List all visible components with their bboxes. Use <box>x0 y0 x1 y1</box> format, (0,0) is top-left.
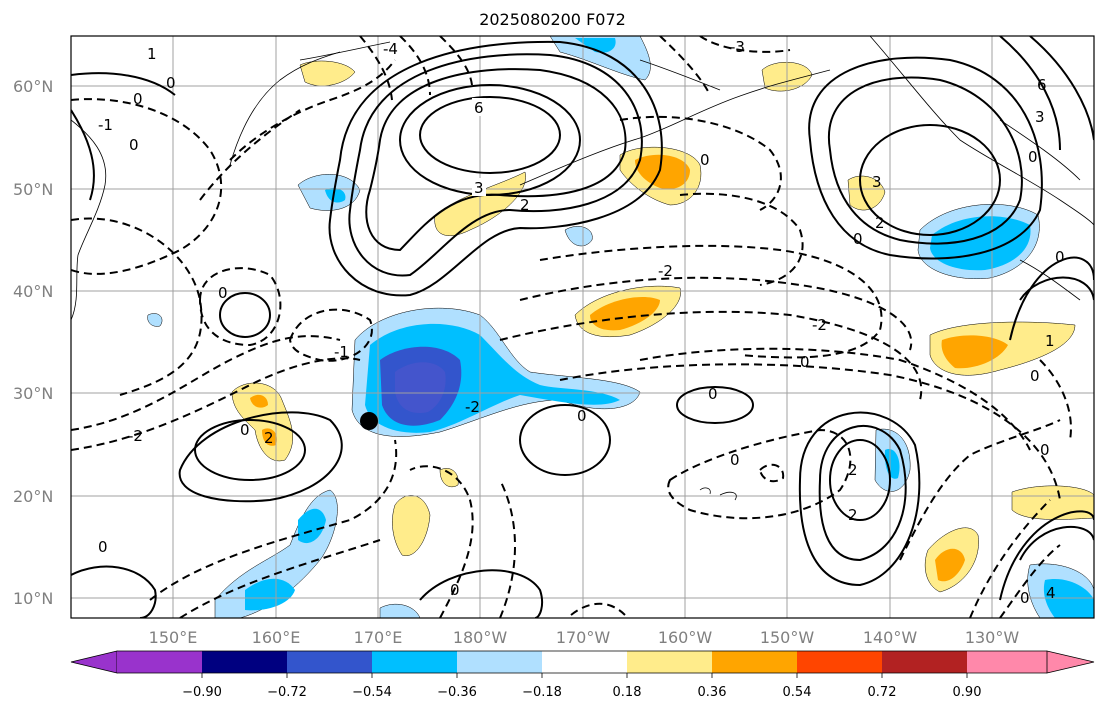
colorbar-segment <box>542 651 627 673</box>
gridlines <box>71 36 1094 618</box>
contour-labels: 6 3 1 0 0 -1 0 6 3 3 2 0 0 -2 -2 0 -1 0 … <box>98 38 1065 607</box>
lon-label: 150°E <box>149 628 198 647</box>
lon-label: 130°W <box>965 628 1020 647</box>
contour-label: -2 <box>812 316 827 334</box>
lat-label: 50°N <box>13 180 53 199</box>
contour-label: 0 <box>700 151 710 169</box>
contour-label: 2 <box>875 214 885 232</box>
anomaly-blue-north <box>549 36 651 81</box>
colorbar-segment <box>712 651 797 673</box>
colorbar-segment <box>967 651 1047 673</box>
contour-label: 3 <box>1035 108 1045 126</box>
contour-label: 6 <box>1037 76 1047 94</box>
lat-label: 10°N <box>13 589 53 608</box>
contour-label: -4 <box>383 40 398 58</box>
colorbar-tick: 0.72 <box>868 685 897 700</box>
colorbar-tick: −0.72 <box>267 685 307 700</box>
contour-label: 2 <box>848 506 858 524</box>
contour-label: 0 <box>708 385 718 403</box>
colorbar-tick: −0.90 <box>182 685 222 700</box>
contour-label: 0 <box>1030 367 1040 385</box>
lon-label: 170°E <box>354 628 403 647</box>
contour-label: 1 <box>1045 332 1055 350</box>
colorbar-segment <box>117 651 202 673</box>
colorbar-segment <box>457 651 542 673</box>
contour-label: -1 <box>334 343 349 361</box>
lat-label: 30°N <box>13 384 53 403</box>
lon-label: 150°W <box>760 628 815 647</box>
storm-position-marker <box>360 412 378 430</box>
contour-label: 2 <box>520 196 530 214</box>
contour-label: 0 <box>450 581 460 599</box>
contour-label: -2 <box>465 398 480 416</box>
contour-label: -1 <box>98 116 113 134</box>
longitude-labels: 150°E 160°E 170°E 180°W 170°W 160°W 150°… <box>149 628 1020 647</box>
map-layers <box>71 36 1094 618</box>
colorbar-tick: −0.18 <box>522 685 562 700</box>
dashed-contours <box>71 36 1072 618</box>
colorbar-tick: −0.54 <box>352 685 392 700</box>
colorbar-segment <box>287 651 372 673</box>
contour-label: -2 <box>658 262 673 280</box>
lat-label: 40°N <box>13 282 53 301</box>
contour-label: -3 <box>730 38 745 56</box>
contour-label: 0 <box>240 421 250 439</box>
lon-label: 180°W <box>453 628 508 647</box>
contour-label: 0 <box>1020 589 1030 607</box>
colorbar-tick: 0.90 <box>953 685 982 700</box>
colorbar-tick: 0.18 <box>613 685 642 700</box>
colorbar-extend-max <box>1046 650 1095 674</box>
colorbar: −0.90 −0.72 −0.54 −0.36 −0.18 0.18 0.36 … <box>70 650 1095 700</box>
contour-label: 0 <box>853 230 863 248</box>
colorbar-tick: −0.36 <box>437 685 477 700</box>
contour-label: 0 <box>133 90 143 108</box>
lon-label: 160°W <box>658 628 713 647</box>
colorbar-segment <box>882 651 967 673</box>
contour-label: 2 <box>264 429 274 447</box>
contour-label: 0 <box>1028 148 1038 166</box>
anomaly-warm-sw <box>231 382 293 462</box>
shaded-fields <box>147 36 1094 618</box>
contour-label: 0 <box>218 284 228 302</box>
map-frame <box>70 35 1095 619</box>
solid-contours <box>71 36 1094 618</box>
colorbar-segment <box>202 651 287 673</box>
colorbar-segment <box>372 651 457 673</box>
lon-label: 160°E <box>252 628 301 647</box>
contour-label: 0 <box>98 538 108 556</box>
contour-label: 4 <box>1046 584 1056 602</box>
lat-label: 20°N <box>13 487 53 506</box>
lat-label: 60°N <box>13 77 53 96</box>
contour-label: 0 <box>577 407 587 425</box>
map-title: 2025080200 F072 <box>479 10 626 29</box>
contour-label: 0 <box>1055 248 1065 266</box>
contour-label: 1 <box>147 45 157 63</box>
contour-label: 0 <box>166 74 176 92</box>
latitude-labels: 60°N 50°N 40°N 30°N 20°N 10°N <box>13 77 53 608</box>
contour-label: 0 <box>1040 441 1050 459</box>
contour-label: 3 <box>474 179 484 197</box>
lon-label: 140°W <box>863 628 918 647</box>
lon-label: 170°W <box>556 628 611 647</box>
contour-label: 0 <box>129 136 139 154</box>
contour-label: 0 <box>730 451 740 469</box>
colorbar-segment <box>797 651 882 673</box>
colorbar-tick: 0.36 <box>698 685 727 700</box>
coastlines <box>71 36 1094 501</box>
contour-label: 2 <box>848 461 858 479</box>
contour-label: 0 <box>800 353 810 371</box>
contour-label: -2 <box>128 427 143 445</box>
colorbar-segment <box>627 651 712 673</box>
colorbar-extend-min <box>70 650 118 674</box>
contour-label: 6 <box>474 99 484 117</box>
colorbar-tick: 0.54 <box>783 685 812 700</box>
contour-label: 3 <box>872 173 882 191</box>
